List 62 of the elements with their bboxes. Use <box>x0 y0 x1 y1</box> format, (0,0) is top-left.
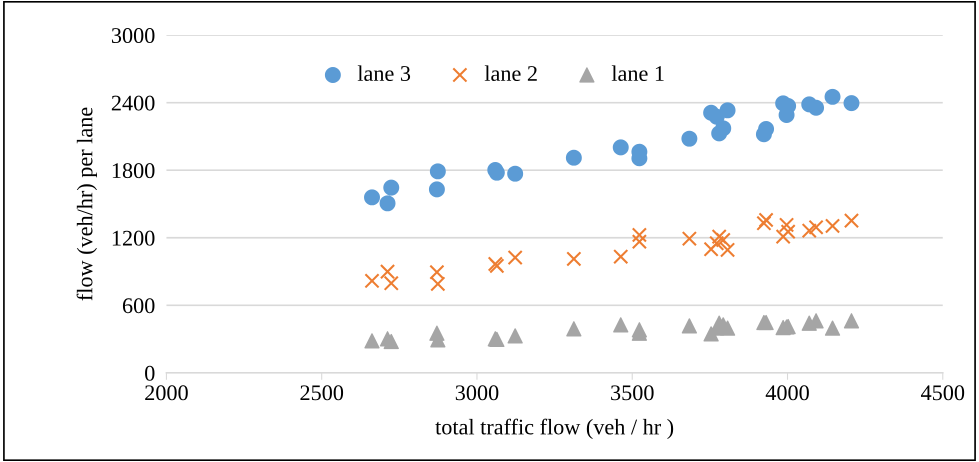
point <box>682 318 698 334</box>
point <box>780 224 796 240</box>
point <box>758 212 774 228</box>
point <box>380 264 396 280</box>
point <box>384 334 399 350</box>
point <box>613 317 628 333</box>
point <box>428 181 445 198</box>
point <box>802 223 817 238</box>
point <box>612 139 629 156</box>
y-tick-label: 1800 <box>112 163 154 178</box>
point <box>632 234 648 250</box>
point <box>844 313 860 328</box>
point <box>709 236 724 251</box>
point <box>844 213 860 228</box>
x-tick-label: 4500 <box>920 385 964 400</box>
y-tick-label: 2400 <box>112 96 154 111</box>
point <box>380 195 396 212</box>
y-tick-label: 3000 <box>112 28 154 44</box>
point <box>632 227 648 243</box>
point <box>682 231 698 246</box>
point <box>715 120 732 136</box>
point <box>844 95 860 112</box>
point <box>430 276 446 292</box>
y-tick-label: 600 <box>122 298 154 314</box>
point <box>566 150 582 166</box>
y-axis-title: flow (veh/hr) per lane <box>76 108 97 300</box>
point <box>429 264 445 280</box>
legend-label: lane 3 <box>358 65 410 82</box>
point <box>364 333 380 348</box>
y-tick-label: 1200 <box>112 230 154 246</box>
x-tick-label: 2500 <box>300 385 344 400</box>
y-tick-label: 0 <box>145 366 154 381</box>
point <box>808 100 824 116</box>
legend-label: lane 1 <box>612 65 664 82</box>
point <box>758 121 774 137</box>
point <box>756 216 772 231</box>
point <box>384 276 399 291</box>
x-tick-label: 3500 <box>611 385 654 400</box>
point <box>508 328 523 344</box>
point <box>720 102 736 118</box>
point <box>824 320 840 336</box>
legend-label: lane 2 <box>484 65 537 82</box>
point <box>383 180 400 196</box>
point <box>508 250 523 266</box>
x-axis-title: total traffic flow (veh / hr ) <box>435 418 674 440</box>
point <box>716 232 731 248</box>
x-tick-label: 4000 <box>766 385 809 400</box>
point <box>778 217 794 233</box>
point <box>566 251 582 267</box>
point <box>613 249 628 264</box>
x-tick-label: 2000 <box>145 385 188 400</box>
point <box>364 189 380 206</box>
point <box>364 273 380 288</box>
point <box>430 163 446 180</box>
point <box>720 320 736 336</box>
point <box>776 228 791 244</box>
point <box>681 130 698 147</box>
point <box>566 321 582 336</box>
point <box>712 228 727 244</box>
point <box>507 166 524 182</box>
x-tick-label: 3000 <box>456 385 498 400</box>
point <box>824 88 841 105</box>
